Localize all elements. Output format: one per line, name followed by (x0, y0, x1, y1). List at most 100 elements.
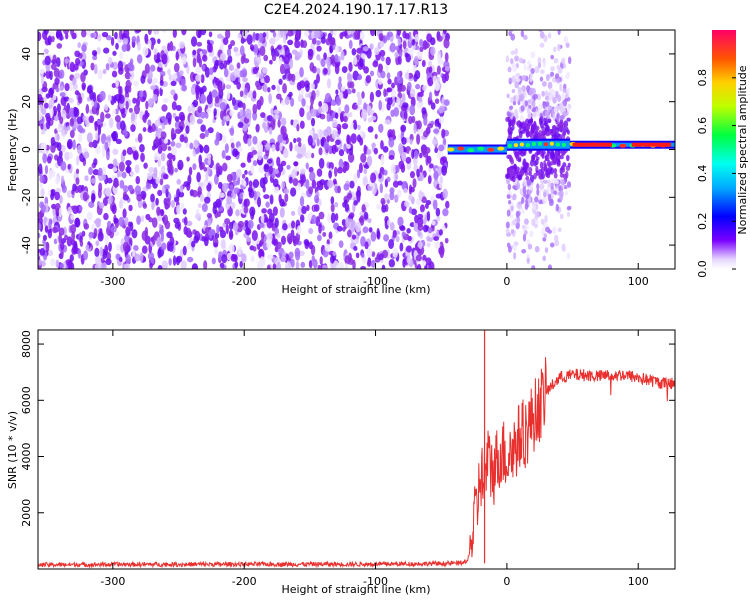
spectrogram-noise-cell (269, 59, 273, 65)
spectrogram-noise-cell (43, 30, 49, 35)
spectrogram-noise-cell (272, 113, 280, 120)
spectrogram-burst-cell (559, 189, 564, 198)
spectrogram-noise-cell (124, 233, 130, 243)
spectrogram-noise-cell (137, 41, 141, 51)
spectrogram-noise-cell (232, 148, 239, 157)
spectrogram-noise-cell (296, 137, 302, 143)
spectrogram-noise-cell (96, 46, 101, 55)
spectrogram-noise-cell (115, 42, 119, 50)
spectrogram-burst-cell (565, 74, 570, 80)
spectrogram-noise-cell (273, 186, 279, 194)
spectrogram-noise-cell (368, 227, 373, 233)
spectrogram-noise-cell (276, 44, 282, 50)
spectrogram-noise-cell (285, 253, 290, 261)
spectrogram-burst-cell (526, 256, 530, 264)
spectrogram-burst-cell (524, 202, 529, 211)
spectrogram-noise-cell (234, 51, 241, 57)
spectrogram-noise-cell (277, 119, 281, 128)
spectrogram-noise-cell (111, 204, 117, 215)
spectrogram-noise-cell (64, 58, 70, 64)
spectrogram-noise-cell (323, 52, 327, 61)
spectrogram-noise-cell (199, 111, 207, 119)
spectrogram-noise-cell (276, 93, 282, 100)
spectrogram-noise-cell (144, 63, 150, 74)
spectrogram-noise-cell (294, 247, 301, 257)
spectrogram-noise-cell (124, 263, 131, 269)
spectrogram-noise-cell (401, 180, 408, 191)
spectrogram-noise-cell (353, 200, 358, 206)
spectrogram-burst-cell (543, 233, 547, 239)
spectrogram-burst-cell (524, 100, 529, 107)
spectrogram-noise-cell (367, 218, 372, 224)
spectrogram-noise-cell (415, 254, 422, 262)
spectrogram-noise-cell (442, 208, 449, 217)
spectrogram-noise-cell (120, 120, 126, 131)
spectrogram-noise-cell (55, 87, 60, 93)
spectrogram-noise-cell (130, 112, 135, 122)
spectrogram-noise-cell (439, 156, 445, 166)
spectrogram-burst-cell (509, 20, 513, 28)
spectrogram-noise-cell (299, 214, 305, 223)
spectrogram-noise-cell (328, 161, 334, 171)
spectrogram-noise-cell (242, 77, 248, 83)
spectrogram-noise-cell (331, 129, 338, 140)
spectrogram-noise-cell (386, 31, 393, 38)
colorbar: 0.0 0.2 0.4 0.6 0.8 Normalized spectral ampl… (696, 30, 749, 278)
spectrogram-noise-cell (305, 83, 310, 93)
spectrogram-noise-cell (416, 100, 422, 110)
spectrogram-noise-cell (196, 41, 203, 47)
spectrogram-noise-cell (358, 162, 363, 174)
spectrogram-noise-cell (104, 234, 109, 245)
spectrogram-noise-cell (139, 252, 144, 263)
spectrogram-burst-cell (546, 170, 551, 176)
spectrogram-noise-cell (197, 202, 202, 209)
spectrogram-noise-cell (157, 61, 164, 68)
spectrogram-noise-cell (240, 178, 246, 186)
spectrogram-burst-cell (539, 42, 545, 48)
spectrogram-burst-cell (553, 57, 559, 64)
spectrogram-noise-cell (386, 72, 391, 80)
spectrogram-noise-cell (60, 241, 65, 251)
spectrogram-carrier-peak (555, 142, 560, 147)
spectrogram-burst-cell (515, 93, 520, 101)
spectrogram-noise-cell (386, 176, 391, 183)
spectrogram-burst-cell (554, 127, 560, 134)
spectrogram-noise-cell (442, 188, 448, 199)
spectrogram-noise-cell (396, 96, 401, 106)
spectrogram-noise-cell (206, 94, 213, 105)
spectrogram-noise-cell (119, 199, 123, 209)
spectrogram-noise-cell (273, 238, 279, 247)
spectrogram-noise-cell (245, 108, 252, 119)
spectrogram-noise-cell (207, 155, 211, 166)
spectrogram-xtick-label: 0 (503, 275, 510, 288)
spectrogram-noise-cell (409, 138, 413, 145)
spectrogram-burst-cell (550, 54, 554, 60)
spectrogram-burst-cell (510, 229, 515, 234)
spectrogram-noise-cell (246, 236, 252, 242)
spectrogram-noise-cell (266, 158, 273, 164)
spectrogram-noise-cell (434, 146, 439, 154)
spectrogram-noise-cell (176, 204, 181, 215)
spectrogram-noise-cell (416, 168, 420, 178)
spectrogram-noise-cell (281, 181, 286, 190)
spectrogram-burst-cell (511, 89, 516, 94)
spectrogram-noise-cell (234, 260, 239, 269)
spectrogram-noise-cell (56, 133, 60, 141)
spectrogram-burst-cell (514, 55, 519, 62)
spectrogram-burst-cell (507, 183, 512, 191)
spectrogram-noise-cell (330, 255, 335, 264)
spectrogram-noise-cell (364, 241, 369, 250)
spectrogram-noise-cell (263, 163, 270, 173)
spectrogram-noise-cell (294, 40, 301, 49)
spectrogram-burst-cell (566, 211, 571, 217)
spectrogram-burst-cell (523, 34, 528, 40)
spectrogram-noise-cell (125, 79, 132, 89)
spectrogram-noise-cell (246, 34, 253, 45)
spectrogram-noise-cell (242, 102, 246, 111)
spectrogram-noise-cell (250, 164, 254, 174)
spectrogram-noise-cell (74, 72, 81, 80)
spectrogram-noise-cell (436, 65, 441, 75)
spectrogram-burst-cell (528, 166, 533, 173)
spectrogram-burst-cell (555, 203, 560, 212)
spectrogram-noise-cell (180, 202, 185, 210)
